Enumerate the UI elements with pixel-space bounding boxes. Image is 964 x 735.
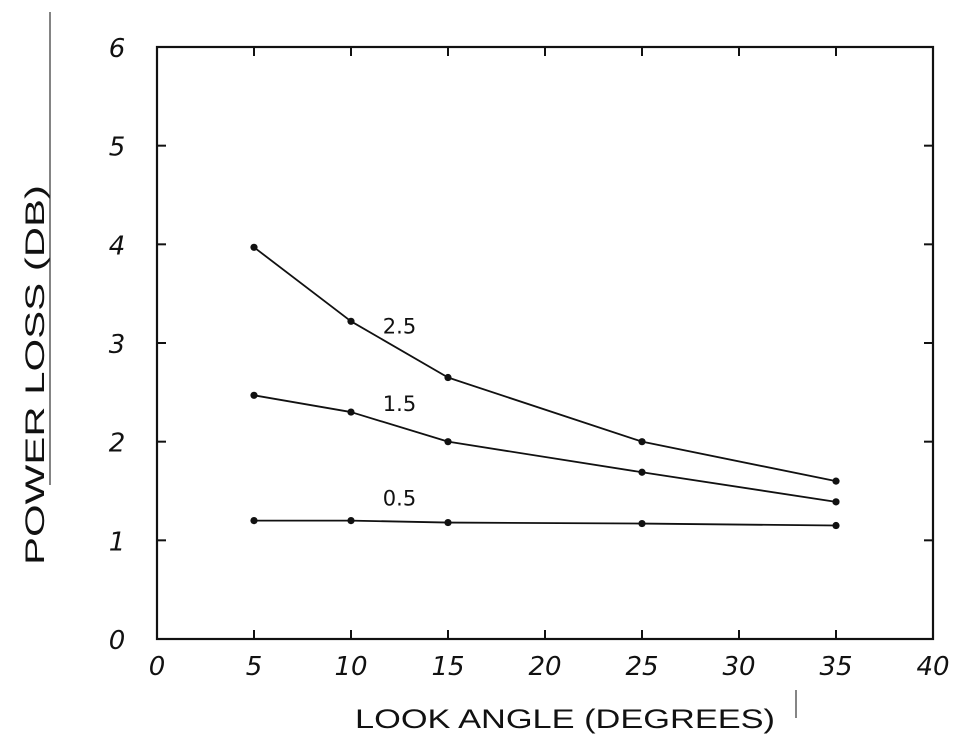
y-axis-tick-labels: 0 1 2 3 4 5 6: [109, 34, 126, 656]
data-point: [444, 518, 452, 527]
y-tick-label: 0: [109, 626, 126, 656]
series-0-5: [250, 517, 840, 530]
data-point: [638, 438, 646, 446]
x-axis-ticks: [253, 47, 837, 639]
x-tick-label: 0: [149, 652, 166, 682]
data-point: [832, 521, 840, 530]
series-line: [253, 246, 837, 483]
y-tick-label: 3: [109, 330, 126, 360]
x-tick-label: 5: [246, 652, 263, 682]
plot-area: 0 5 10 15 20 25 30 35 40 0 1 2 3 4 5 6 2.5 1.5 0.5: [109, 34, 950, 682]
y-tick-label: 2: [109, 429, 126, 459]
series-label: 1.5: [383, 392, 416, 416]
y-tick-label: 1: [109, 527, 126, 557]
y-tick-label: 4: [109, 231, 126, 261]
y-tick-label: 5: [109, 133, 126, 163]
y-axis-ticks: [157, 144, 933, 542]
data-point: [832, 477, 840, 485]
data-point: [347, 517, 355, 525]
data-point: [250, 391, 258, 399]
data-point: [832, 498, 840, 506]
data-point: [638, 519, 646, 528]
data-point: [347, 408, 355, 416]
x-axis-title: LOOK ANGLE (DEGREES): [355, 704, 775, 734]
series-label: 2.5: [383, 314, 416, 338]
x-axis-tick-labels: 0 5 10 15 20 25 30 35 40: [149, 652, 950, 682]
series-line: [254, 519, 837, 527]
series-1-5: [250, 391, 840, 506]
data-point: [444, 438, 452, 446]
data-point: [444, 373, 452, 382]
x-tick-label: 20: [528, 652, 561, 682]
data-point: [638, 468, 646, 476]
x-tick-label: 35: [819, 652, 852, 682]
data-point: [347, 317, 355, 325]
data-point: [250, 243, 258, 251]
x-tick-label: 25: [625, 652, 658, 682]
x-tick-label: 10: [334, 652, 367, 682]
data-point: [250, 517, 258, 525]
series-group: [250, 243, 840, 530]
y-tick-label: 6: [109, 34, 126, 64]
x-tick-label: 15: [431, 652, 464, 682]
plot-frame: [155, 45, 935, 641]
series-labels: 2.5 1.5 0.5: [383, 314, 416, 510]
x-tick-label: 40: [916, 652, 949, 682]
x-tick-label: 30: [722, 652, 755, 682]
y-axis-title: POWER LOSS (DB): [20, 185, 50, 565]
series-line: [253, 394, 837, 503]
series-label: 0.5: [383, 487, 416, 511]
series-2-5: [250, 243, 840, 485]
